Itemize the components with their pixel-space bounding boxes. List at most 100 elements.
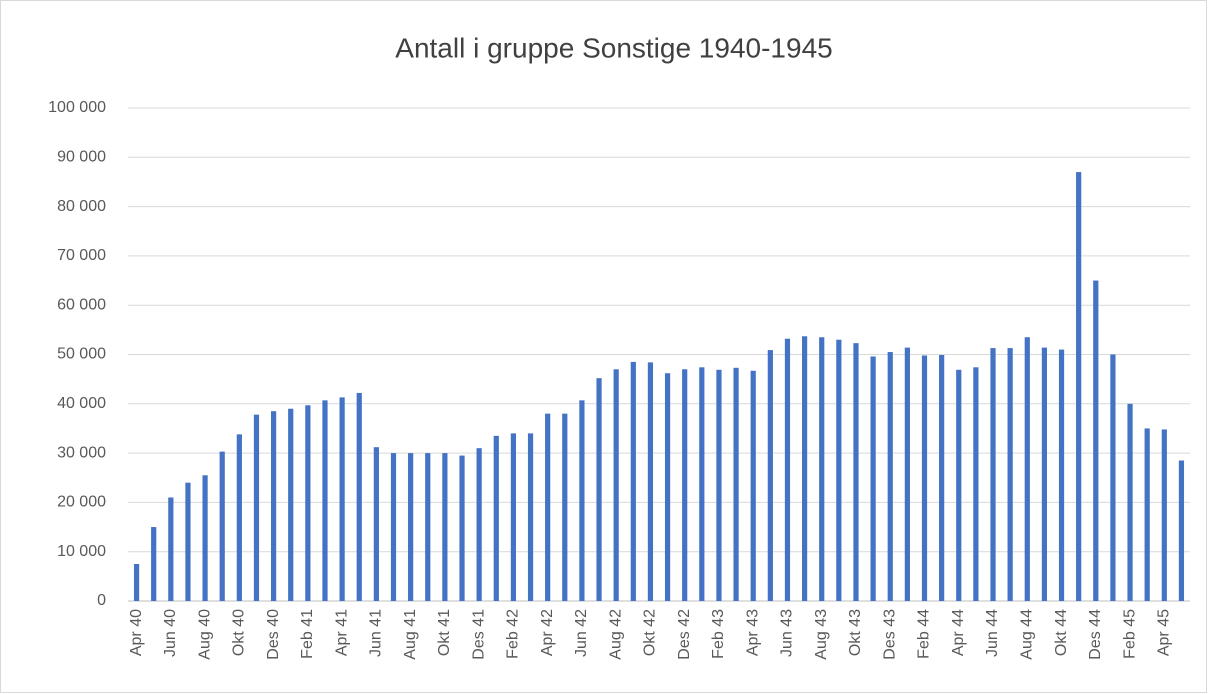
bar — [647, 362, 654, 601]
bar — [510, 433, 517, 601]
bar — [1144, 428, 1150, 601]
x-tick-label: Apr 42 — [539, 609, 556, 656]
y-tick-label: 10 000 — [57, 543, 106, 560]
bar — [682, 369, 688, 601]
x-tick-label: Okt 40 — [231, 609, 248, 656]
bar — [408, 453, 414, 601]
bar — [750, 370, 756, 601]
bar — [819, 337, 825, 601]
y-tick-label: 80 000 — [57, 198, 106, 215]
x-tick-label: Des 42 — [676, 609, 693, 660]
bar — [1161, 429, 1167, 601]
bar — [1178, 460, 1185, 601]
x-tick-label: Okt 41 — [436, 609, 453, 656]
bar — [373, 447, 379, 601]
bar — [1007, 348, 1013, 601]
x-tick-label: Des 43 — [881, 609, 898, 660]
y-tick-label: 20 000 — [57, 494, 106, 511]
y-tick-label: 90 000 — [57, 149, 106, 166]
x-tick-label: Okt 42 — [642, 609, 659, 656]
bar — [459, 455, 465, 601]
x-tick-label: Feb 42 — [505, 609, 522, 659]
y-tick-label: 30 000 — [57, 444, 106, 461]
bar — [1058, 349, 1065, 601]
bar — [442, 453, 448, 601]
y-tick-label: 60 000 — [57, 296, 106, 313]
bar — [596, 378, 602, 601]
x-tick-label: Aug 44 — [1018, 609, 1035, 660]
bar — [1041, 347, 1048, 601]
y-tick-label: 50 000 — [57, 346, 106, 363]
chart-title: Antall i gruppe Sonstige 1940-1945 — [395, 32, 832, 63]
bar — [390, 453, 397, 601]
bar — [1093, 280, 1099, 601]
bar — [801, 336, 808, 601]
bar — [939, 354, 945, 601]
bar — [699, 367, 705, 601]
bar — [1024, 337, 1030, 601]
x-tick-label: Okt 43 — [847, 609, 864, 656]
bar — [733, 367, 739, 601]
bar — [630, 361, 636, 601]
bar — [921, 355, 928, 601]
bar — [476, 448, 482, 601]
bar — [664, 373, 671, 601]
x-tick-label: Feb 43 — [710, 609, 727, 659]
x-tick-label: Okt 44 — [1053, 609, 1070, 656]
bar — [305, 405, 311, 601]
bar — [322, 400, 328, 601]
x-tick-label: Jun 44 — [984, 609, 1001, 657]
bar — [1110, 354, 1116, 601]
x-tick-label: Apr 40 — [128, 609, 145, 656]
bar — [973, 367, 979, 601]
bar — [270, 411, 277, 601]
bar — [870, 356, 876, 601]
bar — [493, 435, 499, 601]
bar — [425, 453, 431, 601]
y-tick-label: 70 000 — [57, 247, 106, 264]
x-tick-label: Feb 44 — [916, 609, 933, 659]
bar — [236, 434, 242, 601]
x-tick-label: Aug 43 — [813, 609, 830, 660]
bar — [356, 392, 362, 601]
bar — [579, 400, 585, 601]
x-tick-label: Feb 41 — [299, 609, 316, 659]
bar — [527, 433, 534, 601]
x-tick-label: Apr 44 — [950, 609, 967, 656]
bar — [219, 451, 225, 601]
x-tick-label: Des 44 — [1087, 609, 1104, 660]
bar — [956, 369, 962, 601]
x-tick-label: Des 40 — [265, 609, 282, 660]
bar — [836, 339, 842, 601]
bar — [133, 564, 140, 601]
bar — [784, 338, 791, 601]
x-tick-label: Apr 41 — [333, 609, 350, 656]
x-tick-label: Jun 40 — [162, 609, 179, 657]
bar — [339, 397, 345, 601]
x-tick-label: Feb 45 — [1121, 609, 1138, 659]
x-tick-label: Jun 43 — [779, 609, 796, 657]
bar — [253, 414, 260, 601]
bar — [716, 369, 722, 601]
x-tick-label: Jun 41 — [368, 609, 385, 657]
bar — [887, 352, 893, 601]
bar — [767, 350, 773, 601]
y-tick-label: 40 000 — [57, 395, 106, 412]
x-tick-label: Apr 43 — [744, 609, 761, 656]
bar — [545, 413, 551, 601]
bar — [1127, 403, 1133, 601]
bar — [853, 343, 859, 601]
y-tick-label: 0 — [97, 592, 106, 609]
bar — [288, 408, 294, 601]
bar — [185, 482, 191, 601]
bar — [562, 413, 568, 601]
x-tick-label: Jun 42 — [573, 609, 590, 657]
bar — [613, 369, 619, 601]
x-tick-label: Apr 45 — [1156, 609, 1173, 656]
bar — [904, 347, 910, 601]
bar — [990, 348, 996, 601]
x-tick-label: Aug 41 — [402, 609, 419, 660]
bar — [151, 527, 157, 601]
